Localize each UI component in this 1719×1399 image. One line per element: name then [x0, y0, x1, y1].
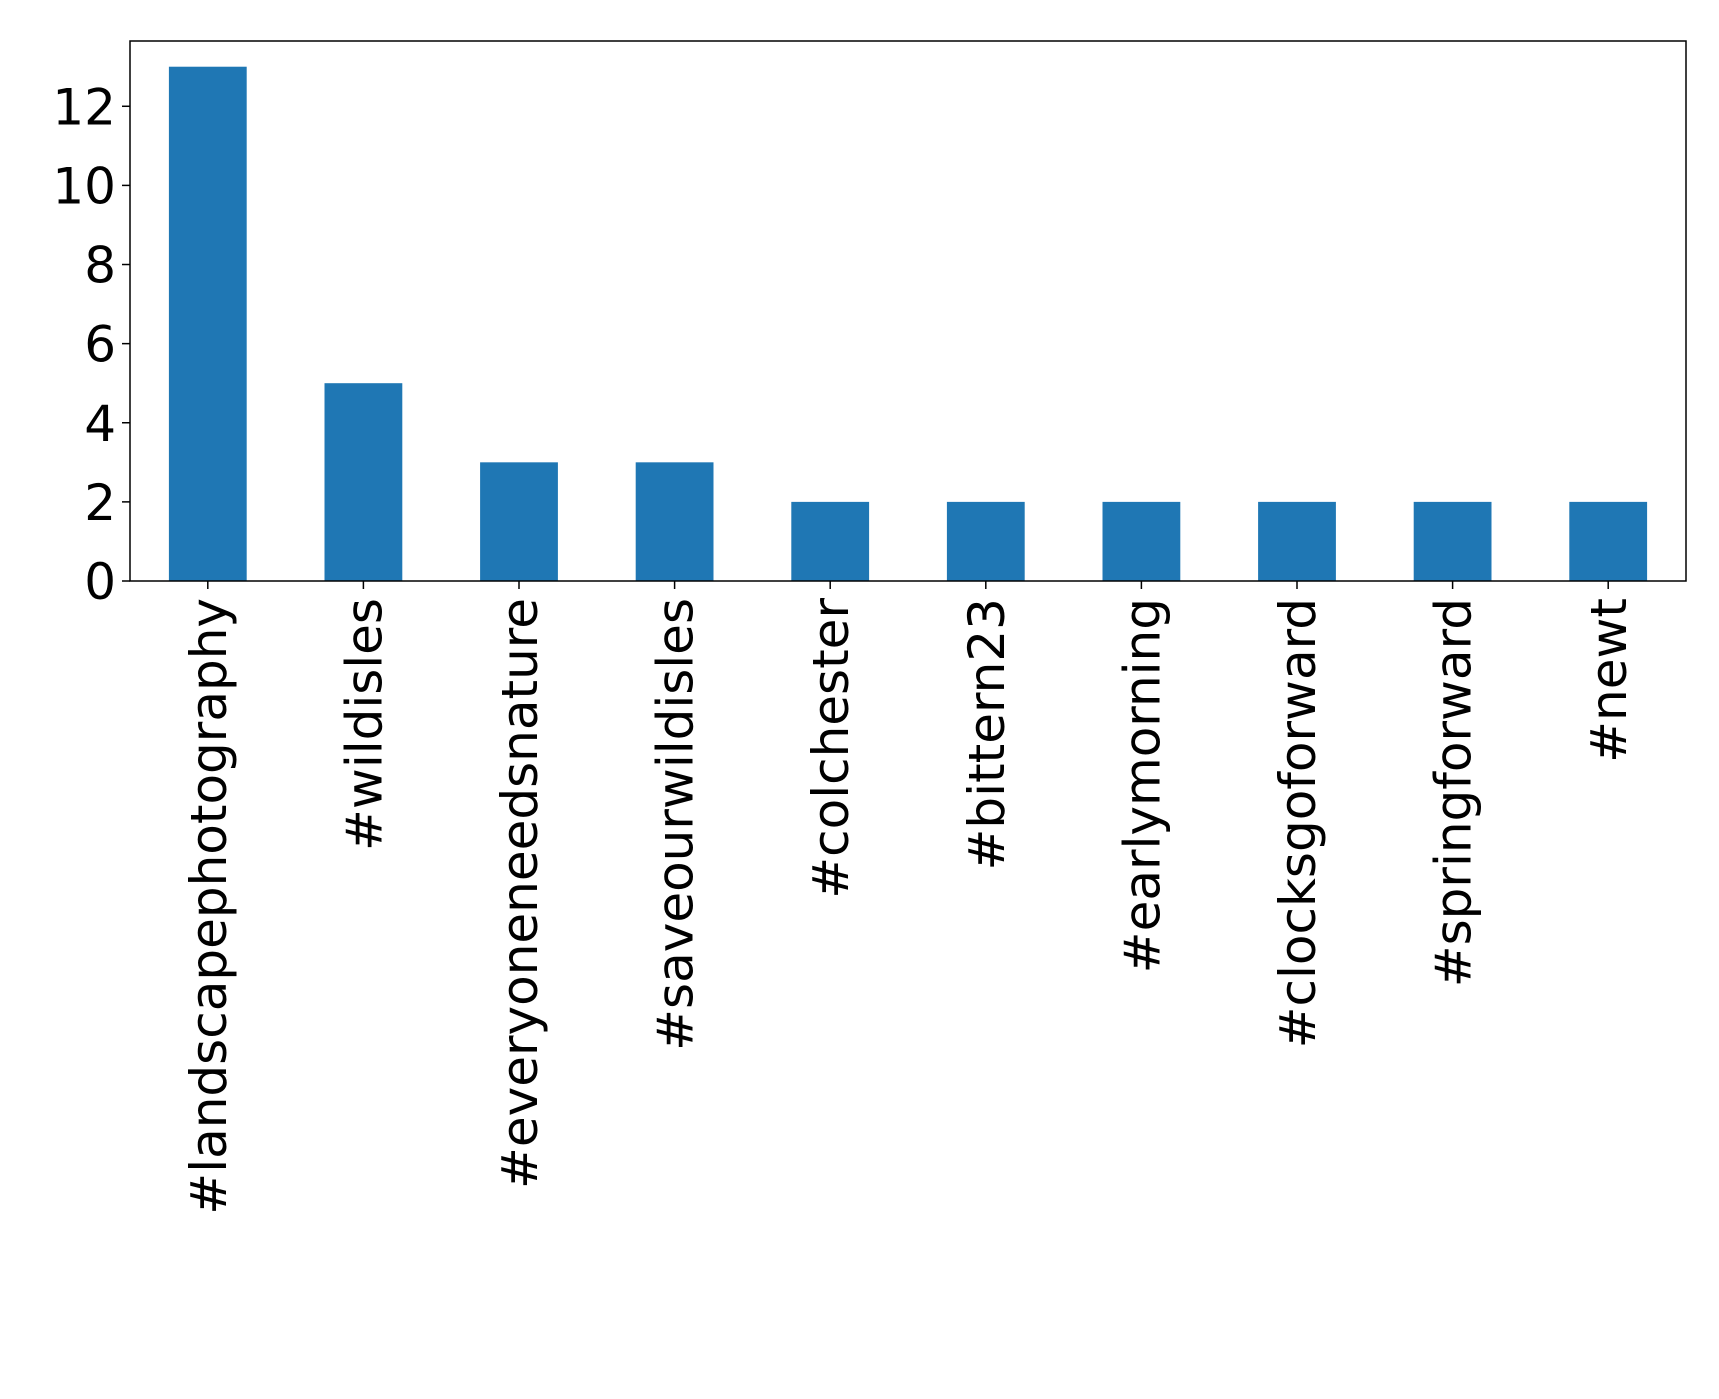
bar — [1102, 501, 1181, 581]
y-tick-label: 8 — [84, 237, 116, 295]
x-tick-label: #earlymorning — [1113, 598, 1171, 973]
x-tick-label: #saveourwildisles — [647, 598, 705, 1051]
y-tick-label: 10 — [52, 157, 116, 215]
bar — [946, 501, 1025, 581]
bar — [791, 501, 870, 581]
x-tick-label: #bittern23 — [958, 598, 1016, 871]
x-tick-label: #everyoneneedsnature — [491, 598, 549, 1189]
bars — [168, 66, 1648, 581]
bar — [480, 462, 558, 581]
plot-frame — [129, 40, 1687, 582]
x-tick-label: #landscapephotography — [180, 598, 238, 1215]
x-tick-label: #newt — [1580, 598, 1638, 763]
y-tick-label: 0 — [84, 553, 116, 611]
y-tick-label: 2 — [84, 474, 116, 532]
y-tick-label: 4 — [84, 395, 116, 453]
bar — [1569, 501, 1648, 581]
x-axis: #landscapephotography #wildisles #everyone… — [180, 581, 1638, 1215]
y-tick-label: 6 — [84, 316, 116, 374]
bar — [324, 383, 403, 581]
x-tick-label: #wildisles — [335, 598, 393, 851]
y-axis: 0 2 4 6 8 10 12 — [52, 78, 130, 611]
x-tick-label: #colchester — [802, 598, 860, 899]
x-tick-label: #clocksgoforward — [1269, 598, 1327, 1048]
bar — [168, 66, 247, 581]
x-tick-label: #springforward — [1425, 598, 1483, 987]
bar — [635, 462, 714, 581]
bar — [1258, 501, 1336, 581]
y-tick-label: 12 — [52, 78, 116, 136]
bar — [1413, 501, 1492, 581]
